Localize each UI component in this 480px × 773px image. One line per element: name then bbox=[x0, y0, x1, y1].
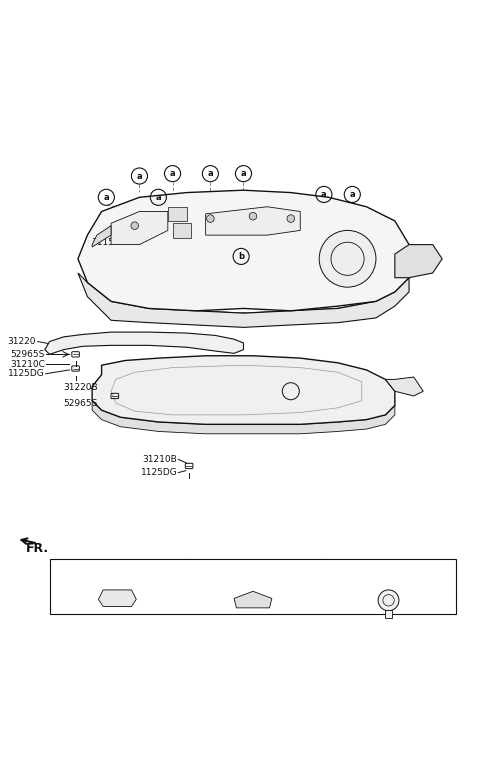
Text: 31101B: 31101B bbox=[240, 566, 275, 574]
Polygon shape bbox=[385, 377, 423, 396]
Polygon shape bbox=[395, 244, 442, 278]
Bar bbox=[172, 223, 192, 237]
Text: a: a bbox=[104, 192, 109, 202]
Polygon shape bbox=[205, 206, 300, 235]
Polygon shape bbox=[111, 212, 168, 244]
Text: a: a bbox=[86, 566, 92, 574]
Polygon shape bbox=[78, 273, 409, 328]
Text: a: a bbox=[321, 190, 327, 199]
Circle shape bbox=[206, 215, 214, 223]
Polygon shape bbox=[92, 226, 111, 247]
Text: a: a bbox=[207, 169, 213, 178]
Polygon shape bbox=[92, 356, 395, 424]
Text: a: a bbox=[156, 192, 161, 202]
Text: a: a bbox=[170, 169, 175, 178]
Text: 31150: 31150 bbox=[92, 238, 120, 247]
Polygon shape bbox=[92, 400, 395, 434]
Bar bbox=[168, 206, 187, 221]
Circle shape bbox=[319, 230, 376, 287]
Text: 31220: 31220 bbox=[7, 337, 36, 346]
Bar bbox=[385, 610, 392, 618]
Circle shape bbox=[378, 590, 399, 611]
Text: 86869
86825C: 86869 86825C bbox=[372, 559, 405, 579]
Circle shape bbox=[131, 222, 139, 230]
Polygon shape bbox=[98, 590, 136, 607]
Text: b: b bbox=[222, 566, 228, 574]
Polygon shape bbox=[45, 332, 243, 354]
Bar bbox=[49, 559, 456, 614]
Text: 31101D: 31101D bbox=[104, 566, 140, 574]
Text: a: a bbox=[137, 172, 142, 181]
Text: 52965S: 52965S bbox=[11, 350, 45, 359]
Text: 31220B: 31220B bbox=[64, 383, 98, 393]
Text: a: a bbox=[349, 190, 355, 199]
Text: 52965S: 52965S bbox=[64, 399, 98, 407]
Text: 31210C: 31210C bbox=[10, 359, 45, 369]
Text: b: b bbox=[238, 252, 244, 261]
Text: 1125DG: 1125DG bbox=[141, 468, 177, 477]
Text: 31210B: 31210B bbox=[143, 455, 177, 464]
Text: FR.: FR. bbox=[26, 542, 49, 555]
Polygon shape bbox=[78, 190, 409, 311]
Text: 1125DG: 1125DG bbox=[8, 369, 45, 378]
Text: a: a bbox=[240, 169, 246, 178]
Polygon shape bbox=[234, 591, 272, 608]
Circle shape bbox=[287, 215, 295, 223]
Circle shape bbox=[249, 213, 257, 220]
